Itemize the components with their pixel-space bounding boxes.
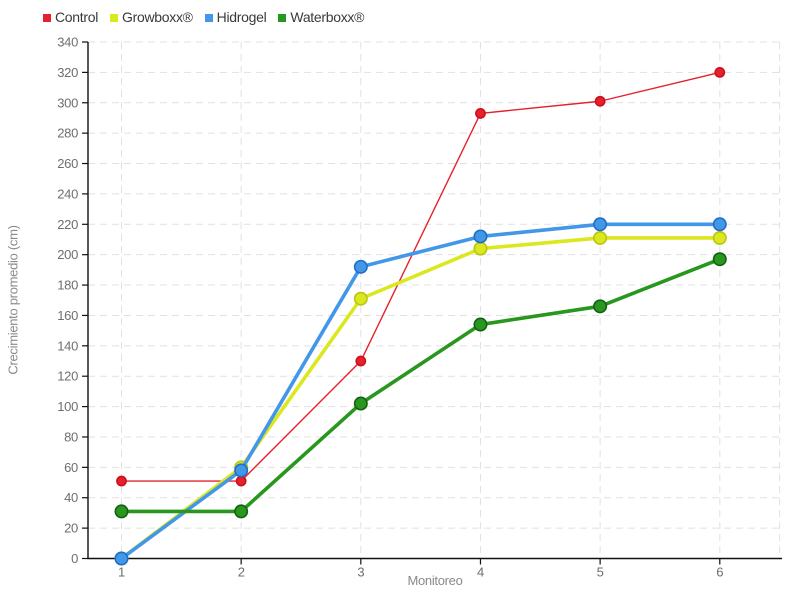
y-tick-label: 120 [57, 369, 78, 384]
x-tick-label: 5 [597, 565, 604, 580]
y-tick-label: 60 [64, 460, 78, 475]
data-point-growboxx [473, 241, 488, 256]
legend-swatch [204, 13, 213, 22]
legend-item-waterboxx: Waterboxx® [278, 9, 364, 25]
data-point-hidrogel [712, 217, 727, 232]
data-point-control [355, 355, 367, 367]
y-tick-label: 0 [71, 551, 78, 566]
data-point-hidrogel [234, 463, 249, 478]
data-point-control [714, 66, 726, 78]
y-axis-title: Crecimiento promedio (cm) [5, 225, 21, 375]
data-point-growboxx [593, 230, 608, 245]
series-line-growboxx [119, 236, 722, 561]
data-point-hidrogel [593, 217, 608, 232]
y-tick-label: 280 [57, 126, 78, 141]
data-point-hidrogel [114, 551, 129, 566]
y-tick-label: 260 [57, 156, 78, 171]
x-tick-label: 4 [477, 565, 484, 580]
legend-swatch [278, 13, 287, 22]
legend-item-hidrogel: Hidrogel [204, 9, 267, 25]
legend-swatch [43, 13, 51, 22]
data-point-control [475, 107, 486, 119]
data-point-control [235, 475, 247, 487]
y-tick-label: 20 [64, 521, 78, 536]
y-tick-label: 320 [57, 65, 78, 80]
y-tick-label: 80 [64, 429, 78, 444]
y-tick-label: 220 [57, 217, 78, 232]
legend-label: Hidrogel [216, 9, 267, 25]
y-tick-label: 180 [57, 278, 78, 293]
legend: Control Growboxx® Hidrogel Waterboxx® [43, 9, 364, 25]
legend-swatch [110, 13, 119, 22]
data-point-control [594, 95, 606, 107]
y-tick-label: 200 [57, 247, 78, 262]
legend-item-growboxx: Growboxx® [110, 9, 193, 25]
series-line-hidrogel [119, 222, 722, 561]
data-point-waterboxx [353, 396, 368, 411]
data-point-hidrogel [473, 229, 488, 244]
y-tick-label: 140 [57, 338, 78, 353]
y-tick-label: 40 [64, 490, 78, 505]
data-point-growboxx [712, 230, 727, 245]
x-axis-title: Monitoreo [407, 573, 463, 588]
x-tick-label: 6 [716, 565, 723, 580]
data-point-waterboxx [114, 504, 129, 519]
y-tick-label: 300 [57, 95, 78, 110]
y-tick-label: 340 [57, 35, 78, 50]
data-point-control [116, 475, 127, 487]
data-point-waterboxx [473, 317, 488, 332]
legend-label: Waterboxx® [290, 9, 365, 25]
data-point-waterboxx [712, 252, 727, 267]
y-tick-label: 160 [57, 308, 78, 323]
x-tick-label: 1 [118, 565, 125, 580]
y-tick-label: 240 [57, 186, 78, 201]
y-tick-label: 100 [57, 399, 78, 414]
legend-label: Control [55, 9, 99, 25]
legend-item-control: Control [43, 9, 98, 25]
data-point-growboxx [353, 291, 368, 306]
series-line-control [120, 71, 721, 482]
data-point-waterboxx [593, 299, 608, 314]
data-point-waterboxx [234, 504, 249, 519]
x-tick-label: 2 [238, 565, 245, 580]
legend-label: Growboxx® [122, 9, 193, 25]
data-point-hidrogel [353, 259, 368, 274]
series-line-waterboxx [119, 257, 722, 514]
x-tick-label: 3 [357, 565, 364, 580]
